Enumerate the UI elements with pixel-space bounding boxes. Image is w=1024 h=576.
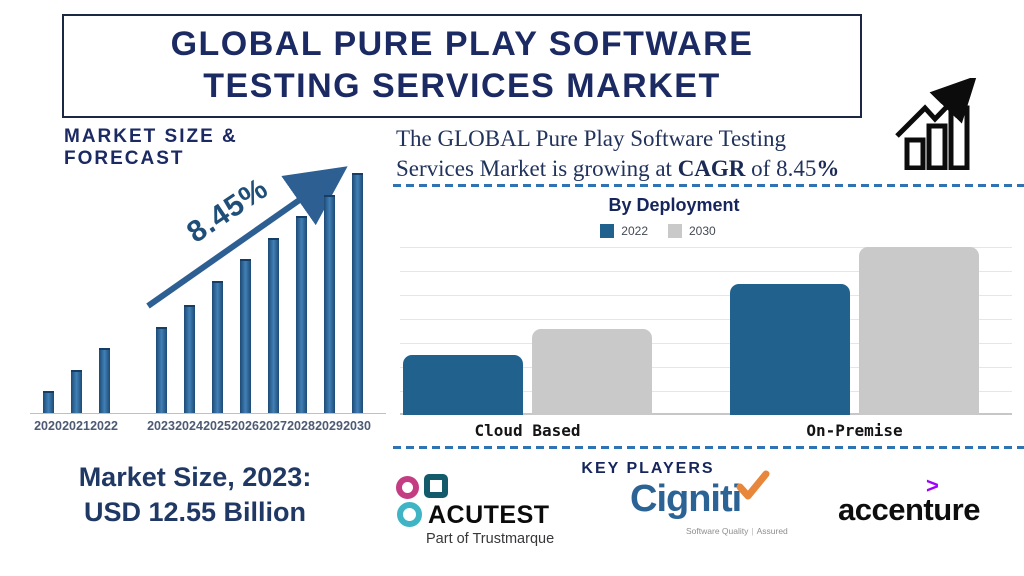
cigniti-logo: Cigniti Software Quality | Assured [630,470,790,548]
deployment-chart-baseline [400,413,1012,415]
legend-item-2022: 2022 [600,224,648,238]
cagr-statement-line1: The GLOBAL Pure Play Software Testing [396,126,786,151]
main-title-box: GLOBAL PURE PLAY SOFTWARE TESTING SERVIC… [62,14,862,118]
acutest-magenta-ring-icon [396,476,419,499]
forecast-bar-2022 [98,348,110,413]
forecast-bar-2021 [70,370,82,413]
dashed-divider-top [393,184,1024,187]
year-label-2023: 2023 [147,419,175,433]
deployment-legend: 2022 2030 [368,224,948,238]
forecast-bar-2029 [323,195,335,413]
deployment-chart-title: By Deployment [608,195,740,215]
growth-trend-icon [893,75,979,175]
deployment-category-on-premise: On-Premise [806,421,903,440]
year-label-2022: 2022 [90,419,118,433]
main-title-line2: TESTING SERVICES MARKET [203,67,721,105]
deployment-bar-cloud-based-2022 [403,355,523,415]
cagr-statement-bold: CAGR [677,156,746,182]
cagr-annotation-label: 8.45% [181,171,275,250]
market-size-callout: Market Size, 2023: USD 12.55 Billion [28,460,362,530]
deployment-category-cloud-based: Cloud Based [474,421,581,440]
forecast-bar-2025 [211,281,223,413]
left-chart-year-axis: 2020 2021 2022 2023 2024 2025 2026 2027 2028 2029… [30,419,386,435]
acutest-wordmark: ACUTEST [428,501,550,529]
year-label-2026: 2026 [231,419,259,433]
left-chart-baseline [30,413,386,414]
market-size-forecast-chart: 8.45% [30,160,386,414]
key-players-heading: KEY PLAYERS [581,460,715,477]
accenture-greater-than-icon: > [926,473,939,498]
legend-label-2030: 2030 [689,224,716,238]
accenture-logo: > accenture [838,473,998,530]
cagr-statement-mid: of 8.45 [745,156,817,182]
acutest-subtitle: Part of Trustmarque [426,531,555,547]
market-size-line2: USD 12.55 Billion [83,497,307,528]
acutest-teal-square-icon [424,474,448,498]
cigniti-tagline-pipe: | [751,526,754,536]
legend-swatch-2030 [668,224,682,238]
cigniti-tagline: Software Quality | Assured [686,526,788,536]
legend-item-2030: 2030 [668,224,716,238]
year-label-2024: 2024 [175,419,203,433]
year-label-2025: 2025 [203,419,231,433]
year-label-2021: 2021 [62,419,90,433]
forecast-bar-2030 [351,173,363,413]
deployment-category-axis: Cloud Based On-Premise [400,421,1012,440]
cigniti-tagline-left: Software Quality [686,526,749,536]
forecast-bar-2026 [239,259,251,413]
main-title-line1: GLOBAL PURE PLAY SOFTWARE [170,25,754,64]
cagr-statement: The GLOBAL Pure Play Software Testing Se… [396,124,916,185]
forecast-bar-2024 [183,305,195,413]
forecast-bar-2028 [295,216,307,413]
deployment-bar-on-premise-2022 [730,284,850,415]
dashed-divider-bottom [393,446,1024,449]
market-size-forecast-heading: MARKET SIZE & FORECAST [64,126,238,169]
cagr-statement-line2-prefix: Services Market is growing at [396,156,678,182]
year-label-2029: 2029 [315,419,343,433]
accenture-wordmark: accenture [838,492,980,527]
cigniti-check-icon [736,470,770,500]
cagr-statement-percent: % [816,156,840,182]
deployment-bar-cloud-based-2030 [532,329,652,415]
deployment-chart-plot [400,240,1012,415]
cigniti-wordmark: Cigniti [630,478,742,520]
legend-swatch-2022 [600,224,615,238]
market-size-line1: Market Size, 2023: [78,462,312,492]
year-label-2027: 2027 [259,419,287,433]
year-label-2028: 2028 [287,419,315,433]
forecast-bar-2027 [267,238,279,413]
year-label-2020: 2020 [34,419,62,433]
year-label-2030: 2030 [343,419,371,433]
forecast-bar-2023 [155,327,167,413]
acutest-teal-ring-icon [397,502,422,527]
forecast-bar-2020 [42,391,54,413]
cigniti-tagline-right: Assured [756,526,788,536]
deployment-bar-on-premise-2030 [859,247,979,415]
legend-label-2022: 2022 [621,224,648,238]
